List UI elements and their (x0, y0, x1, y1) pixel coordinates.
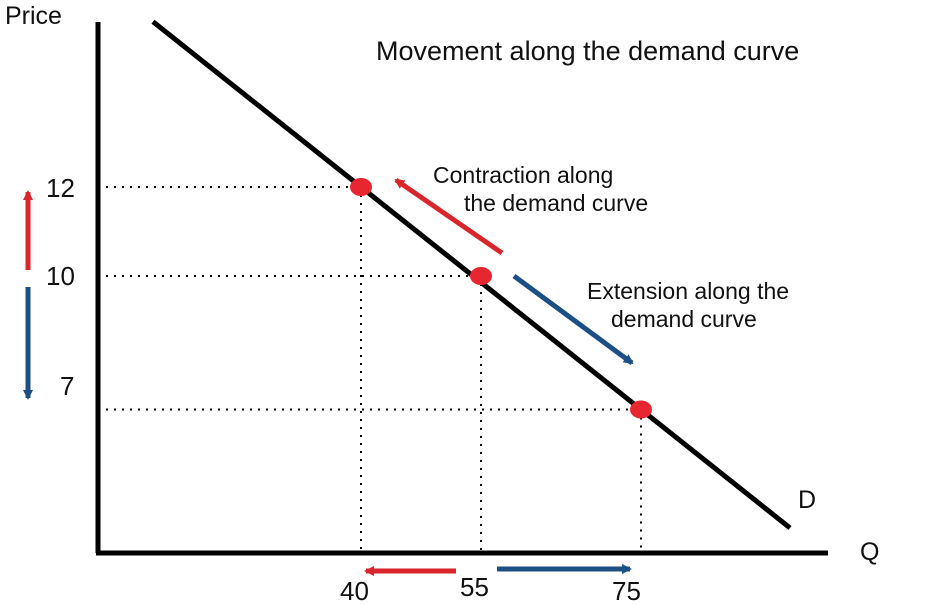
extension-label-line1: Extension along the (587, 278, 789, 304)
extension-arrow (512, 273, 634, 366)
chart-title: Movement along the demand curve (376, 36, 799, 66)
y-tick-10: 10 (46, 261, 75, 291)
curve-label: D (798, 486, 816, 514)
x-tick-40: 40 (340, 576, 369, 604)
contraction-label-line2: the demand curve (464, 190, 648, 216)
contraction-arrow (394, 177, 504, 256)
data-point-1 (470, 267, 492, 285)
x-tick-55: 55 (460, 572, 489, 602)
y-tick-12: 12 (46, 173, 75, 203)
dotted-guides (98, 186, 642, 553)
data-point-0 (350, 178, 372, 196)
y-axis-label: Price (5, 2, 62, 30)
contraction-label-line1: Contraction along (433, 162, 613, 188)
y-tick-7: 7 (60, 371, 74, 401)
x-axis-label: Q (860, 538, 879, 566)
x-tick-75: 75 (612, 576, 641, 604)
extension-label-line2: demand curve (611, 306, 757, 332)
data-points (350, 178, 652, 419)
data-point-2 (630, 400, 652, 419)
